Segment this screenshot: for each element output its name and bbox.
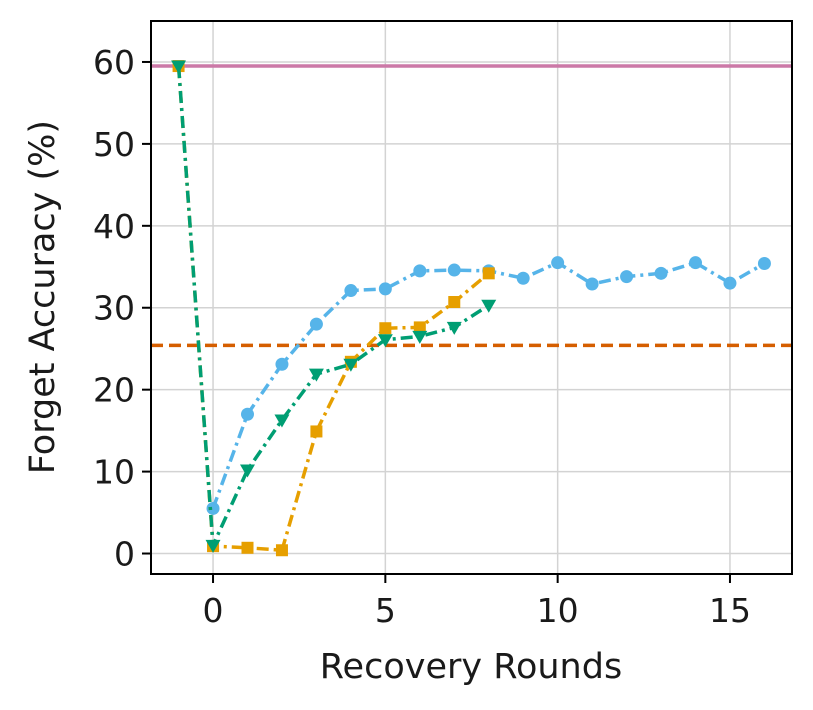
series-line-2 [176,65,490,552]
data-point [379,322,392,335]
data-point [343,358,359,372]
y-tick-label: 0 [114,535,135,574]
data-point [654,266,668,280]
data-point [205,539,221,553]
data-point [378,282,392,296]
y-tick-label: 40 [93,207,135,246]
y-tick-label: 50 [93,125,135,164]
data-point [206,501,220,515]
data-point [171,60,187,74]
ticks: 0 5 10 15 0 10 20 30 40 50 60 [93,43,751,630]
data-point [309,317,323,331]
x-tick-label: 0 [203,591,224,630]
data-point [585,277,599,291]
grid [151,21,792,574]
data-point [240,407,254,421]
y-tick-label: 10 [93,453,135,492]
data-point [757,257,771,271]
data-point [413,321,426,334]
plot-background [151,21,792,574]
data-point [241,541,254,554]
data-point [446,321,462,335]
data-point [413,264,427,278]
data-point [448,296,461,309]
data-point [516,271,530,285]
series-group [171,60,771,557]
data-point [620,270,634,284]
data-point [275,357,289,371]
data-point [689,256,703,270]
x-tick-label: 15 [709,591,751,630]
data-point [239,464,255,478]
x-axis-title: Recovery Rounds [320,647,622,687]
data-point [310,425,323,438]
data-point [482,267,495,280]
y-tick-label: 20 [93,371,135,410]
data-point [275,544,288,557]
reference-lines [151,64,792,348]
x-tick-label: 10 [537,591,579,630]
data-point [723,276,737,290]
y-tick-label: 30 [93,289,135,328]
data-point [274,414,290,428]
data-point [377,334,393,348]
data-point [447,263,461,277]
y-tick-label: 60 [93,43,135,82]
data-point [481,299,497,313]
data-point [344,284,358,298]
x-tick-label: 5 [375,591,396,630]
y-axis-title: Forget Accuracy (%) [23,120,63,474]
data-point [308,368,324,382]
plot-frame [150,20,793,575]
data-point [551,256,565,270]
data-point [412,330,428,344]
